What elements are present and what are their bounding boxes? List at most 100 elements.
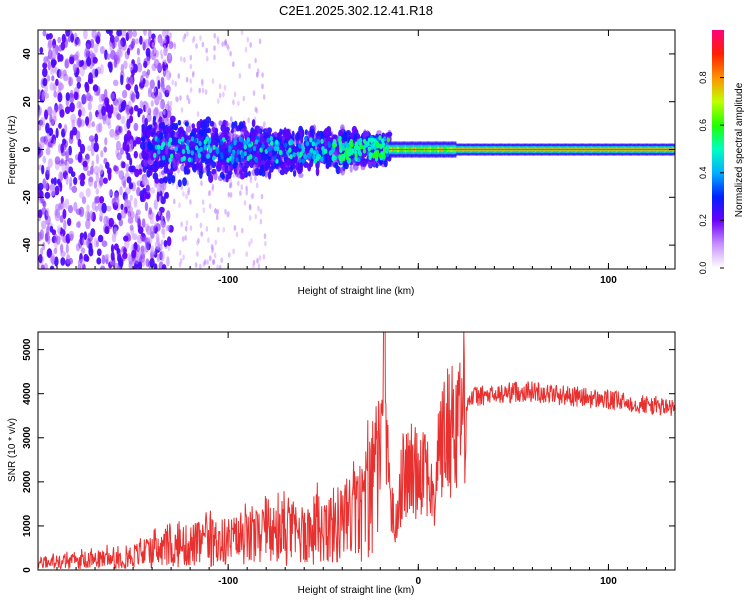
heat-cell [190, 140, 195, 146]
heat-cell [85, 83, 90, 93]
heat-cell [101, 202, 107, 214]
heat-cell [158, 36, 161, 43]
heat-cell [44, 180, 49, 190]
heat-cell [211, 78, 215, 84]
heat-cell [334, 162, 339, 169]
heat-cell [298, 143, 302, 149]
heat-cell [342, 133, 348, 142]
heat-cell [158, 195, 162, 202]
heat-cell [60, 243, 64, 254]
heat-cell [292, 152, 296, 158]
heat-cell [175, 183, 179, 190]
heat-cell [241, 227, 244, 234]
heat-cell [89, 210, 94, 221]
heat-cell [127, 215, 133, 224]
heat-cell [248, 63, 251, 69]
heat-cell [102, 115, 107, 125]
heat-cell [251, 119, 256, 128]
heat-cell [48, 127, 54, 136]
heat-cell [94, 68, 99, 78]
heat-cell [151, 91, 157, 99]
heat-cell [68, 76, 74, 87]
heat-cell [83, 253, 89, 262]
heat-cell [226, 157, 230, 163]
heat-cell [224, 120, 229, 128]
heat-cell [69, 176, 73, 187]
heat-cell [367, 137, 372, 143]
heat-cell [53, 233, 58, 243]
heat-cell [160, 250, 165, 262]
heat-cell [159, 132, 164, 141]
heat-cell [195, 212, 199, 219]
heat-cell [100, 64, 104, 75]
heat-cell [88, 111, 93, 122]
heat-cell [57, 52, 61, 63]
heat-cell [240, 127, 246, 137]
heat-cell [67, 157, 74, 164]
y-tick-label: 4000 [22, 382, 33, 405]
heat-cell [204, 157, 208, 165]
heat-cell [190, 136, 195, 142]
heat-cell [380, 138, 385, 144]
heat-cell [80, 59, 84, 67]
heat-cell [46, 75, 51, 82]
heat-cell [155, 233, 160, 243]
heat-cell [264, 168, 268, 178]
heat-cell [96, 113, 103, 120]
heat-cell [205, 226, 209, 232]
heat-cell [193, 137, 198, 143]
y-tick-label: -40 [22, 237, 33, 252]
heat-cell [354, 153, 358, 159]
heat-cell [40, 117, 46, 127]
heat-cell [320, 156, 324, 162]
heat-cell [78, 109, 82, 118]
heat-cell [362, 130, 367, 140]
heat-cell [112, 79, 119, 87]
heat-cell [237, 100, 240, 107]
heat-cell [79, 191, 84, 199]
heat-cell [163, 37, 167, 44]
heat-cell [68, 92, 75, 103]
heat-cell [183, 33, 187, 39]
heat-cell [179, 95, 182, 101]
heat-cell [60, 158, 64, 165]
heat-cell [39, 47, 44, 54]
heat-cell [162, 232, 166, 239]
heat-cell [85, 187, 91, 198]
heat-cell [81, 107, 86, 117]
heat-cell [261, 83, 264, 90]
heat-cell [343, 162, 349, 170]
heat-cell [224, 165, 229, 174]
heat-cell [142, 187, 147, 194]
heat-cell [41, 164, 45, 175]
heat-cell [51, 48, 57, 59]
heat-cell [220, 124, 227, 133]
heat-cell [219, 151, 224, 157]
heat-cell [97, 234, 104, 243]
heat-cell [309, 137, 313, 143]
heat-cell [121, 246, 126, 253]
heat-cell [145, 130, 151, 137]
heat-cell [133, 105, 139, 112]
heat-cell [223, 84, 227, 91]
heat-cell [311, 141, 315, 147]
heat-cell [229, 50, 232, 57]
heat-cell [218, 92, 222, 99]
heat-cell [168, 72, 172, 79]
heat-cell [327, 159, 332, 167]
heat-cell [64, 198, 70, 210]
heat-cell [142, 70, 147, 77]
heat-cell [202, 167, 208, 173]
heat-cell [338, 140, 343, 146]
heat-cell [59, 171, 64, 183]
heat-cell [142, 151, 146, 160]
heat-cell [107, 170, 112, 181]
heat-cell [254, 157, 259, 164]
heat-cell [49, 114, 53, 123]
heat-cell [147, 236, 153, 244]
heat-cell [133, 197, 138, 208]
heat-cell [104, 253, 110, 260]
heat-cell [289, 164, 294, 173]
heat-cell [178, 202, 181, 209]
heat-cell [199, 263, 202, 269]
